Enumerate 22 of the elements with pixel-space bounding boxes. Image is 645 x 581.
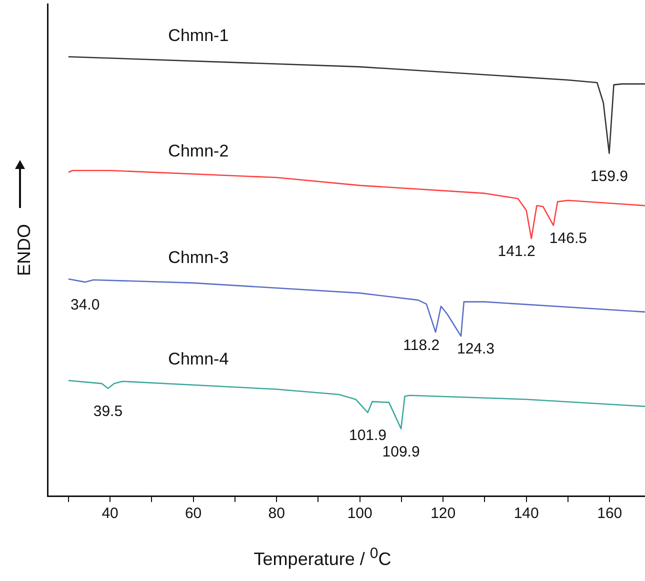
annotation: 159.9 — [590, 168, 628, 185]
x-axis-title: Temperature / $^{0}$C — [252, 545, 392, 570]
annotation: 124.3 — [456, 340, 495, 358]
x-tick-label: 40 — [102, 505, 118, 522]
x-tick-label: 100 — [347, 505, 372, 522]
annotation: 39.5 — [93, 403, 123, 420]
y-axis-title: ENDO — [14, 224, 34, 276]
x-tick-label: 140 — [514, 505, 539, 522]
series-label: Chmn-1 — [168, 26, 229, 45]
x-tick-label: 160 — [597, 505, 622, 522]
x-tick-label: 80 — [268, 505, 285, 522]
annotation: 118.2 — [403, 336, 440, 354]
x-tick-label: 60 — [184, 505, 202, 522]
series-label: Chmn-2 — [168, 141, 229, 160]
annotation: 141.2 — [498, 243, 536, 260]
annotation: 109.9 — [382, 443, 420, 460]
series-label: Chmn-4 — [168, 350, 229, 369]
annotation: 146.5 — [549, 230, 587, 248]
annotation: 101.9 — [348, 427, 387, 444]
series-label: Chmn-3 — [168, 248, 229, 268]
x-tick-label: 120 — [430, 505, 456, 522]
annotation: 34.0 — [70, 296, 100, 314]
